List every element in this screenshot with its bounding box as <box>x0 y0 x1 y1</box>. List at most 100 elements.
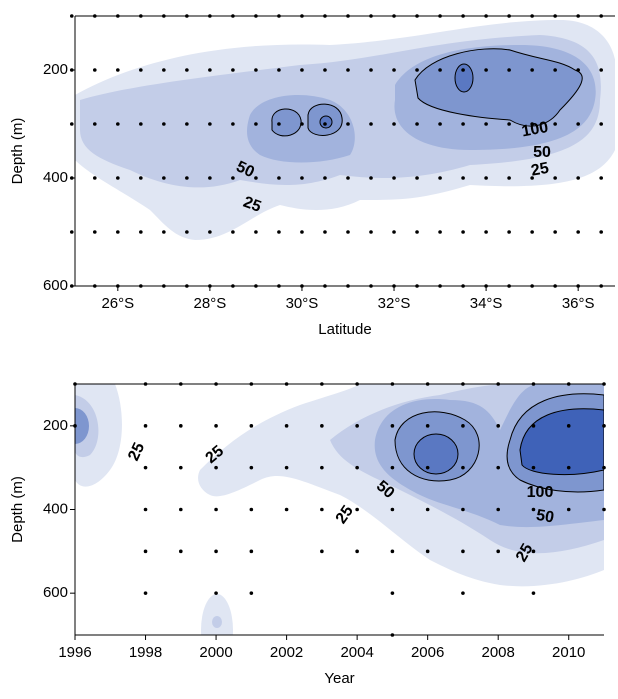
sample-point <box>249 465 254 470</box>
sample-point <box>496 424 501 428</box>
contour-label: 25 <box>125 440 148 463</box>
sample-point <box>484 176 488 180</box>
sample-point <box>369 68 373 72</box>
sample-point <box>143 549 148 554</box>
sample-point <box>231 122 235 126</box>
sample-point <box>277 122 281 126</box>
sample-point <box>323 230 327 234</box>
sample-point <box>496 465 501 470</box>
x-tick-label: 32°S <box>378 295 411 312</box>
sample-point <box>484 68 488 72</box>
sample-point <box>461 122 465 126</box>
sample-point <box>92 68 97 72</box>
sample-point <box>425 549 430 554</box>
sample-point <box>530 68 534 72</box>
sample-point <box>249 424 254 428</box>
sample-point <box>531 591 536 595</box>
sample-point <box>208 230 212 234</box>
sample-point <box>484 230 488 234</box>
sample-point <box>507 68 511 72</box>
contour-label: 100 <box>527 484 554 501</box>
sample-point <box>392 176 396 180</box>
x-tick-label: 2006 <box>411 644 444 661</box>
sample-point <box>69 230 74 234</box>
sample-point <box>185 122 189 126</box>
sample-point <box>231 230 235 234</box>
sample-point <box>284 507 289 512</box>
sample-point <box>531 549 536 554</box>
x-tick-label: 1996 <box>58 644 91 661</box>
sample-point <box>116 176 120 180</box>
sample-point <box>415 230 419 234</box>
sample-point <box>208 122 212 126</box>
sample-point <box>179 465 183 470</box>
sample-point <box>576 176 580 180</box>
sample-point <box>116 230 120 234</box>
sample-point <box>425 507 430 512</box>
sample-point <box>162 122 166 126</box>
sample-point <box>346 230 350 234</box>
sample-point <box>92 176 97 180</box>
sample-point <box>249 549 254 554</box>
x-tick-label: 2000 <box>199 644 232 661</box>
sample-point <box>531 465 536 470</box>
sample-point <box>300 176 304 180</box>
sample-point <box>425 465 430 470</box>
sample-point <box>346 68 350 72</box>
sample-point <box>300 230 304 234</box>
x-tick-label: 36°S <box>562 295 595 312</box>
sample-point <box>277 230 281 234</box>
contour-fill <box>75 384 604 635</box>
sample-point <box>355 507 359 512</box>
sample-point <box>346 122 350 126</box>
sample-point <box>461 68 465 72</box>
sample-point <box>214 424 218 428</box>
contour-label: 25 <box>513 541 537 565</box>
sample-point <box>576 68 580 72</box>
sample-point <box>438 122 442 126</box>
sample-point <box>507 122 511 126</box>
sample-point <box>576 230 580 234</box>
sample-point <box>185 68 189 72</box>
sample-point <box>461 465 465 470</box>
sample-point <box>530 122 534 126</box>
contour-label: 25 <box>530 160 551 180</box>
sample-point <box>576 122 580 126</box>
y-tick-label: 400 <box>43 500 68 517</box>
x-tick-label: 1998 <box>129 644 162 661</box>
sample-point <box>392 122 396 126</box>
sample-point <box>249 591 254 595</box>
sample-point <box>415 68 419 72</box>
sample-point <box>599 230 603 234</box>
sample-point <box>320 507 324 512</box>
sample-point <box>415 122 419 126</box>
sample-point <box>425 424 430 428</box>
sample-point <box>320 549 324 554</box>
contour-label: 50 <box>535 507 556 527</box>
x-tick-label: 28°S <box>194 295 227 312</box>
sample-point <box>323 68 327 72</box>
sample-point <box>461 549 465 554</box>
sample-point <box>369 176 373 180</box>
sample-point <box>415 176 419 180</box>
sample-point <box>162 176 166 180</box>
y-tick-label: 200 <box>43 417 68 434</box>
sample-point <box>300 122 304 126</box>
sample-point <box>249 507 254 512</box>
sample-point <box>461 424 465 428</box>
sample-point <box>277 68 281 72</box>
sample-point <box>496 549 501 554</box>
sample-point <box>254 230 258 234</box>
sample-point <box>231 68 235 72</box>
sample-point <box>599 176 603 180</box>
y-axis-label: Depth (m) <box>9 118 26 185</box>
x-tick-label: 30°S <box>286 295 319 312</box>
sample-point <box>254 122 258 126</box>
x-axis-label: Latitude <box>318 321 371 338</box>
sample-point <box>461 230 465 234</box>
y-axis-label: Depth (m) <box>9 476 26 543</box>
sample-point <box>143 507 148 512</box>
sample-point <box>208 68 212 72</box>
sample-point <box>553 230 557 234</box>
